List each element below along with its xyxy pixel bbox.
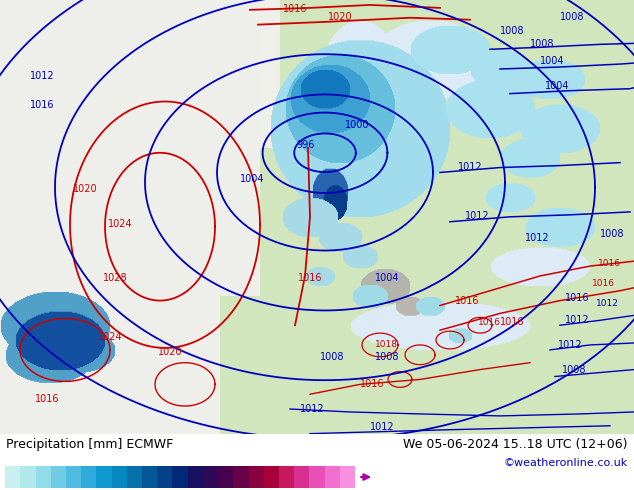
Text: 1020: 1020 xyxy=(73,184,97,194)
Text: 1020: 1020 xyxy=(328,12,353,22)
Text: 1018: 1018 xyxy=(375,340,398,349)
Bar xyxy=(142,466,157,488)
Text: 1004: 1004 xyxy=(375,273,399,283)
Text: 1012: 1012 xyxy=(465,211,489,221)
Text: 1016: 1016 xyxy=(298,273,323,283)
Bar xyxy=(294,466,309,488)
Text: 1016: 1016 xyxy=(360,379,384,390)
Bar xyxy=(20,466,36,488)
Text: 1016: 1016 xyxy=(598,259,621,268)
Text: 1004: 1004 xyxy=(540,56,564,66)
Text: 1016: 1016 xyxy=(30,100,55,110)
Bar xyxy=(279,466,294,488)
Text: 1024: 1024 xyxy=(108,219,133,229)
Bar xyxy=(172,466,188,488)
Text: 1016: 1016 xyxy=(500,317,524,327)
Text: 1016: 1016 xyxy=(565,293,590,303)
Text: 1012: 1012 xyxy=(30,71,55,81)
Text: 1008: 1008 xyxy=(320,352,344,362)
Text: 1004: 1004 xyxy=(545,81,569,91)
Text: ©weatheronline.co.uk: ©weatheronline.co.uk xyxy=(503,458,628,468)
Text: 1012: 1012 xyxy=(300,404,325,414)
Bar xyxy=(66,466,81,488)
Text: 1008: 1008 xyxy=(500,26,524,36)
Text: 1028: 1028 xyxy=(103,273,127,283)
Bar xyxy=(51,466,66,488)
Bar xyxy=(157,466,172,488)
Bar xyxy=(218,466,233,488)
Text: 1004: 1004 xyxy=(240,174,264,184)
Bar xyxy=(233,466,249,488)
Text: 1016: 1016 xyxy=(478,318,501,327)
Bar xyxy=(309,466,325,488)
Bar xyxy=(188,466,203,488)
Text: 1016: 1016 xyxy=(455,295,479,306)
Text: We 05-06-2024 15..18 UTC (12+06): We 05-06-2024 15..18 UTC (12+06) xyxy=(403,438,628,451)
Bar xyxy=(325,466,340,488)
Text: 1008: 1008 xyxy=(600,228,624,239)
Text: 1016: 1016 xyxy=(35,394,60,404)
Bar xyxy=(340,466,355,488)
Text: 1008: 1008 xyxy=(530,39,555,49)
Text: 1008: 1008 xyxy=(562,365,586,374)
Bar xyxy=(36,466,51,488)
Text: 1012: 1012 xyxy=(596,298,619,308)
Text: 1024: 1024 xyxy=(98,332,122,342)
Text: 1012: 1012 xyxy=(525,233,550,244)
Text: Precipitation [mm] ECMWF: Precipitation [mm] ECMWF xyxy=(6,438,174,451)
Text: 1012: 1012 xyxy=(565,315,590,325)
Text: 1000: 1000 xyxy=(345,120,370,130)
Text: 1012: 1012 xyxy=(370,422,394,432)
Text: 1012: 1012 xyxy=(558,340,583,350)
Text: 1008: 1008 xyxy=(375,352,399,362)
Bar xyxy=(203,466,218,488)
Text: 1016: 1016 xyxy=(592,279,615,288)
Text: 1008: 1008 xyxy=(560,12,585,22)
Text: 1016: 1016 xyxy=(283,4,307,14)
Bar xyxy=(249,466,264,488)
Text: 1012: 1012 xyxy=(458,162,482,172)
Bar xyxy=(112,466,127,488)
Bar xyxy=(81,466,96,488)
Bar xyxy=(127,466,142,488)
Text: 996: 996 xyxy=(297,140,315,150)
Bar xyxy=(264,466,279,488)
Bar xyxy=(96,466,112,488)
Text: 1020: 1020 xyxy=(158,347,183,357)
Bar xyxy=(5,466,20,488)
